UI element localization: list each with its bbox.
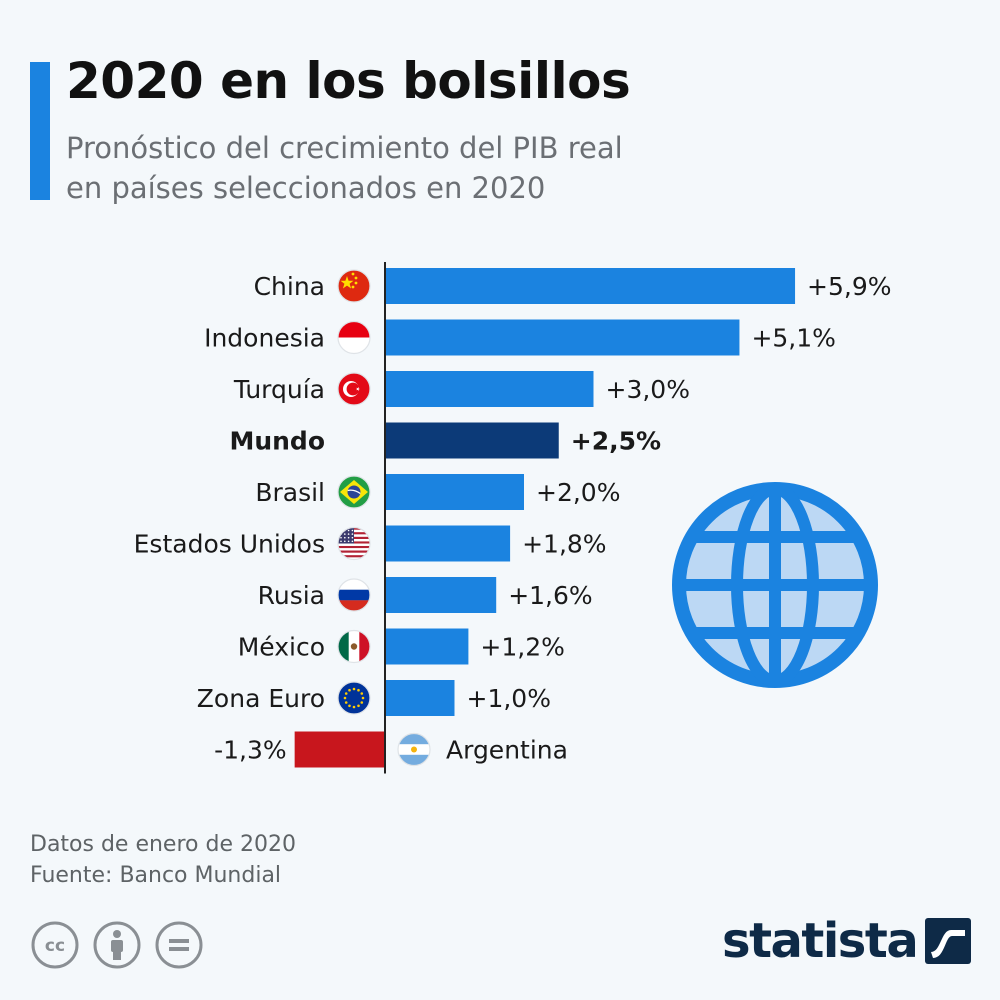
label-mexico: México: [238, 633, 325, 662]
brand-name: statista: [722, 913, 919, 969]
mexico-flag-icon: [337, 629, 371, 664]
turkey-flag-icon: [337, 372, 371, 406]
brazil-flag-icon: [337, 475, 371, 509]
no-derivatives-icon[interactable]: [154, 920, 204, 970]
eu-flag-icon: [337, 681, 371, 715]
bar-zona-euro: [385, 680, 455, 716]
indonesia-flag-icon: [337, 320, 371, 355]
cc-icon[interactable]: cc: [30, 920, 80, 970]
subtitle-line-2: en países seleccionados en 2020: [66, 171, 546, 205]
label-indonesia: Indonesia: [204, 324, 325, 353]
label-rusia: Rusia: [258, 581, 325, 610]
value-label-estados-unidos: +1,8%: [522, 530, 606, 559]
value-label-indonesia: +5,1%: [751, 324, 835, 353]
china-flag-icon: [337, 269, 371, 303]
value-label-mexico: +1,2%: [480, 633, 564, 662]
chart-title: 2020 en los bolsillos: [66, 52, 631, 110]
value-label-argentina: -1,3%: [214, 736, 287, 765]
bar-mundo: [385, 422, 559, 459]
bar-rusia: [385, 577, 497, 613]
usa-flag-icon: [337, 526, 371, 561]
source-note: Fuente: Banco Mundial: [30, 863, 282, 888]
value-label-zona-euro: +1,0%: [467, 684, 551, 713]
label-estados-unidos: Estados Unidos: [134, 530, 325, 559]
argentina-flag-icon: [397, 732, 431, 767]
value-label-china: +5,9%: [807, 272, 891, 301]
value-label-turquia: +3,0%: [606, 375, 690, 404]
bar-argentina: [294, 731, 385, 768]
svg-text:cc: cc: [45, 936, 65, 956]
value-label-rusia: +1,6%: [508, 581, 592, 610]
globe-icon: [672, 482, 878, 688]
bar-estados-unidos: [385, 525, 511, 562]
title-accent-bar: [30, 62, 50, 200]
label-zona-euro: Zona Euro: [197, 684, 325, 713]
value-label-mundo: +2,5%: [571, 427, 661, 456]
bar-indonesia: [385, 319, 740, 356]
bar-mexico: [385, 628, 469, 665]
russia-flag-icon: [337, 578, 371, 612]
value-label-brasil: +2,0%: [536, 478, 620, 507]
label-argentina: Argentina: [446, 736, 568, 765]
statista-logo[interactable]: statista: [722, 913, 972, 969]
bar-china: [385, 268, 796, 304]
label-turquia: Turquía: [233, 375, 325, 404]
label-china: China: [254, 272, 325, 301]
footnote: Datos de enero de 2020 Fuente: Banco Mun…: [30, 829, 296, 891]
bar-turquia: [385, 371, 594, 407]
label-brasil: Brasil: [255, 478, 325, 507]
chart-subtitle: Pronóstico del crecimiento del PIB real …: [66, 128, 746, 208]
attribution-icon[interactable]: [92, 920, 142, 970]
data-date-note: Datos de enero de 2020: [30, 832, 296, 857]
statista-logo-icon: [925, 918, 972, 964]
label-mundo: Mundo: [229, 427, 325, 456]
bar-brasil: [385, 474, 524, 510]
subtitle-line-1: Pronóstico del crecimiento del PIB real: [66, 131, 623, 165]
license-icons: cc: [30, 920, 204, 970]
